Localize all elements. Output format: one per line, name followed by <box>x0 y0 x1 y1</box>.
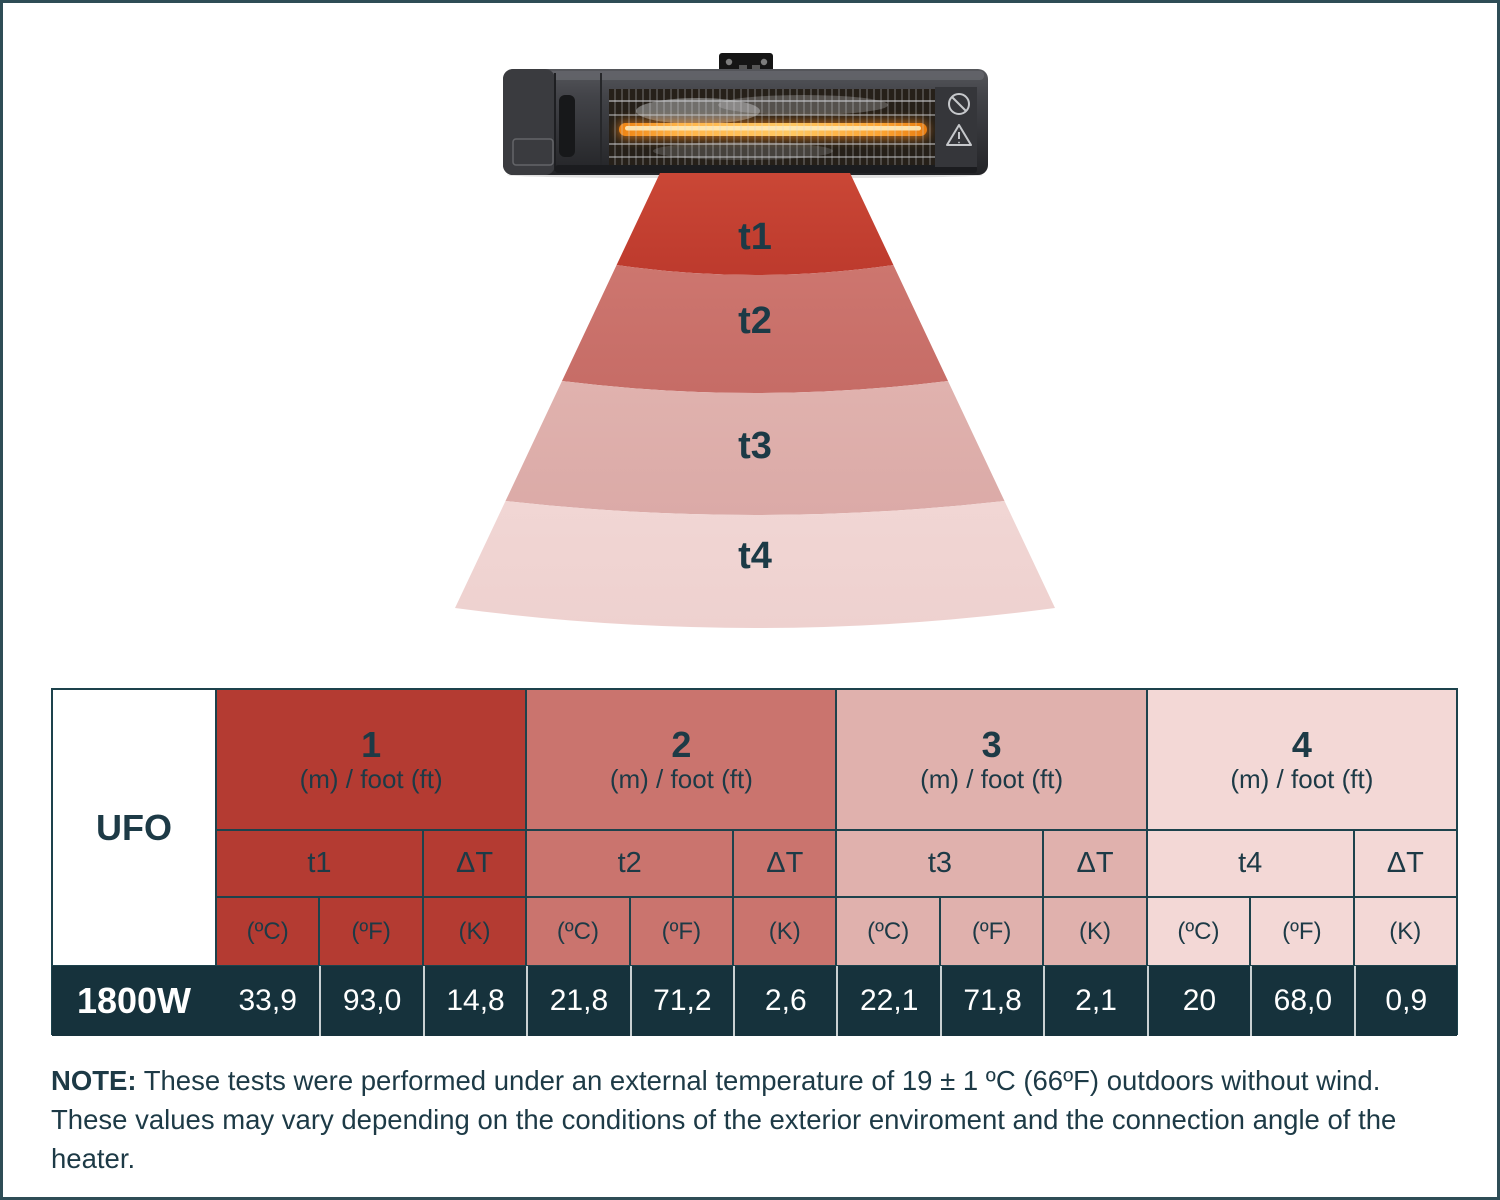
footnote: NOTE: These tests were performed under a… <box>51 1061 1411 1178</box>
footnote-note-label: NOTE: <box>51 1065 137 1096</box>
value-t4-fahrenheit: 68,0 <box>1250 966 1354 1036</box>
unit-header-kelvin-2: (K) <box>733 897 837 966</box>
t-header-t4: t4 <box>1146 830 1354 897</box>
delta-t-header-2: ΔT <box>733 830 837 897</box>
unit-header-kelvin-4: (K) <box>1353 897 1457 966</box>
rating-label-plate <box>512 138 554 166</box>
value-dt1-kelvin: 14,8 <box>422 966 527 1036</box>
delta-t-header-3: ΔT <box>1043 830 1147 897</box>
heat-dispersion-cone: t1 t2 t3 t4 <box>455 173 1055 628</box>
unit-header-kelvin-1: (K) <box>422 897 527 966</box>
group-header-3: 3 (m) / foot (ft) <box>836 689 1147 830</box>
side-vent-slot <box>559 95 575 157</box>
unit-header-fahrenheit-4: (ºF) <box>1250 897 1354 966</box>
group-unit: (m) / foot (ft) <box>299 764 443 795</box>
wattage-row-label: 1800W <box>52 966 216 1036</box>
cone-zone-label-t4: t4 <box>738 535 772 577</box>
footnote-text-2: These values may vary depending on the c… <box>51 1104 1397 1174</box>
unit-header-celsius-1: (ºC) <box>216 897 320 966</box>
unit-header-fahrenheit-3: (ºF) <box>939 897 1044 966</box>
cone-zone-label-t1: t1 <box>738 216 772 258</box>
group-unit: (m) / foot (ft) <box>1230 764 1374 795</box>
value-dt3-kelvin: 2,1 <box>1043 966 1147 1036</box>
value-t1-fahrenheit: 93,0 <box>319 966 423 1036</box>
value-t2-celsius: 21,8 <box>526 966 630 1036</box>
unit-header-celsius-4: (ºC) <box>1146 897 1251 966</box>
footnote-line-1: NOTE: These tests were performed under a… <box>51 1061 1411 1100</box>
cone-zone-t3: t3 <box>505 381 1005 515</box>
group-number: 4 <box>1291 723 1312 765</box>
value-dt4-kelvin: 0,9 <box>1353 966 1457 1036</box>
hot-surface-warning-icon <box>946 124 972 146</box>
delta-t-header-1: ΔT <box>422 830 527 897</box>
t-header-t1: t1 <box>216 830 423 897</box>
temperature-table: UFO 1 (m) / foot (ft) t1 ΔT (ºC) (ºF) (K… <box>51 688 1458 1036</box>
value-t4-celsius: 20 <box>1146 966 1251 1036</box>
t-header-t3: t3 <box>836 830 1044 897</box>
infrared-heater-image <box>503 53 988 178</box>
group-number: 2 <box>671 723 692 765</box>
unit-header-kelvin-3: (K) <box>1043 897 1147 966</box>
value-t2-fahrenheit: 71,2 <box>629 966 734 1036</box>
unit-header-celsius-2: (ºC) <box>526 897 630 966</box>
group-header-4: 4 (m) / foot (ft) <box>1146 689 1457 830</box>
value-t1-celsius: 33,9 <box>216 966 320 1036</box>
unit-header-fahrenheit-2: (ºF) <box>629 897 734 966</box>
value-dt2-kelvin: 2,6 <box>733 966 837 1036</box>
cone-zone-label-t2: t2 <box>738 300 772 342</box>
unit-header-celsius-3: (ºC) <box>836 897 940 966</box>
cone-zone-label-t3: t3 <box>738 425 772 467</box>
t-header-t2: t2 <box>526 830 734 897</box>
group-unit: (m) / foot (ft) <box>920 764 1064 795</box>
cone-zone-t4: t4 <box>455 501 1055 628</box>
right-panel <box>935 87 977 167</box>
group-number: 1 <box>361 723 382 765</box>
footnote-line-2: These values may vary depending on the c… <box>51 1100 1411 1178</box>
table-brand-cell: UFO <box>52 689 216 966</box>
no-cover-prohibition-icon <box>948 93 970 115</box>
cone-zone-t2: t2 <box>562 265 948 393</box>
value-t3-celsius: 22,1 <box>836 966 940 1036</box>
unit-header-fahrenheit-1: (ºF) <box>319 897 423 966</box>
heater-grille <box>609 89 935 165</box>
group-header-1: 1 (m) / foot (ft) <box>216 689 527 830</box>
group-header-2: 2 (m) / foot (ft) <box>526 689 837 830</box>
delta-t-header-4: ΔT <box>1353 830 1457 897</box>
group-number: 3 <box>981 723 1002 765</box>
value-t3-fahrenheit: 71,8 <box>939 966 1044 1036</box>
group-unit: (m) / foot (ft) <box>609 764 753 795</box>
footnote-text-1: These tests were performed under an exte… <box>143 1065 1381 1096</box>
cone-zone-t1: t1 <box>616 173 894 275</box>
